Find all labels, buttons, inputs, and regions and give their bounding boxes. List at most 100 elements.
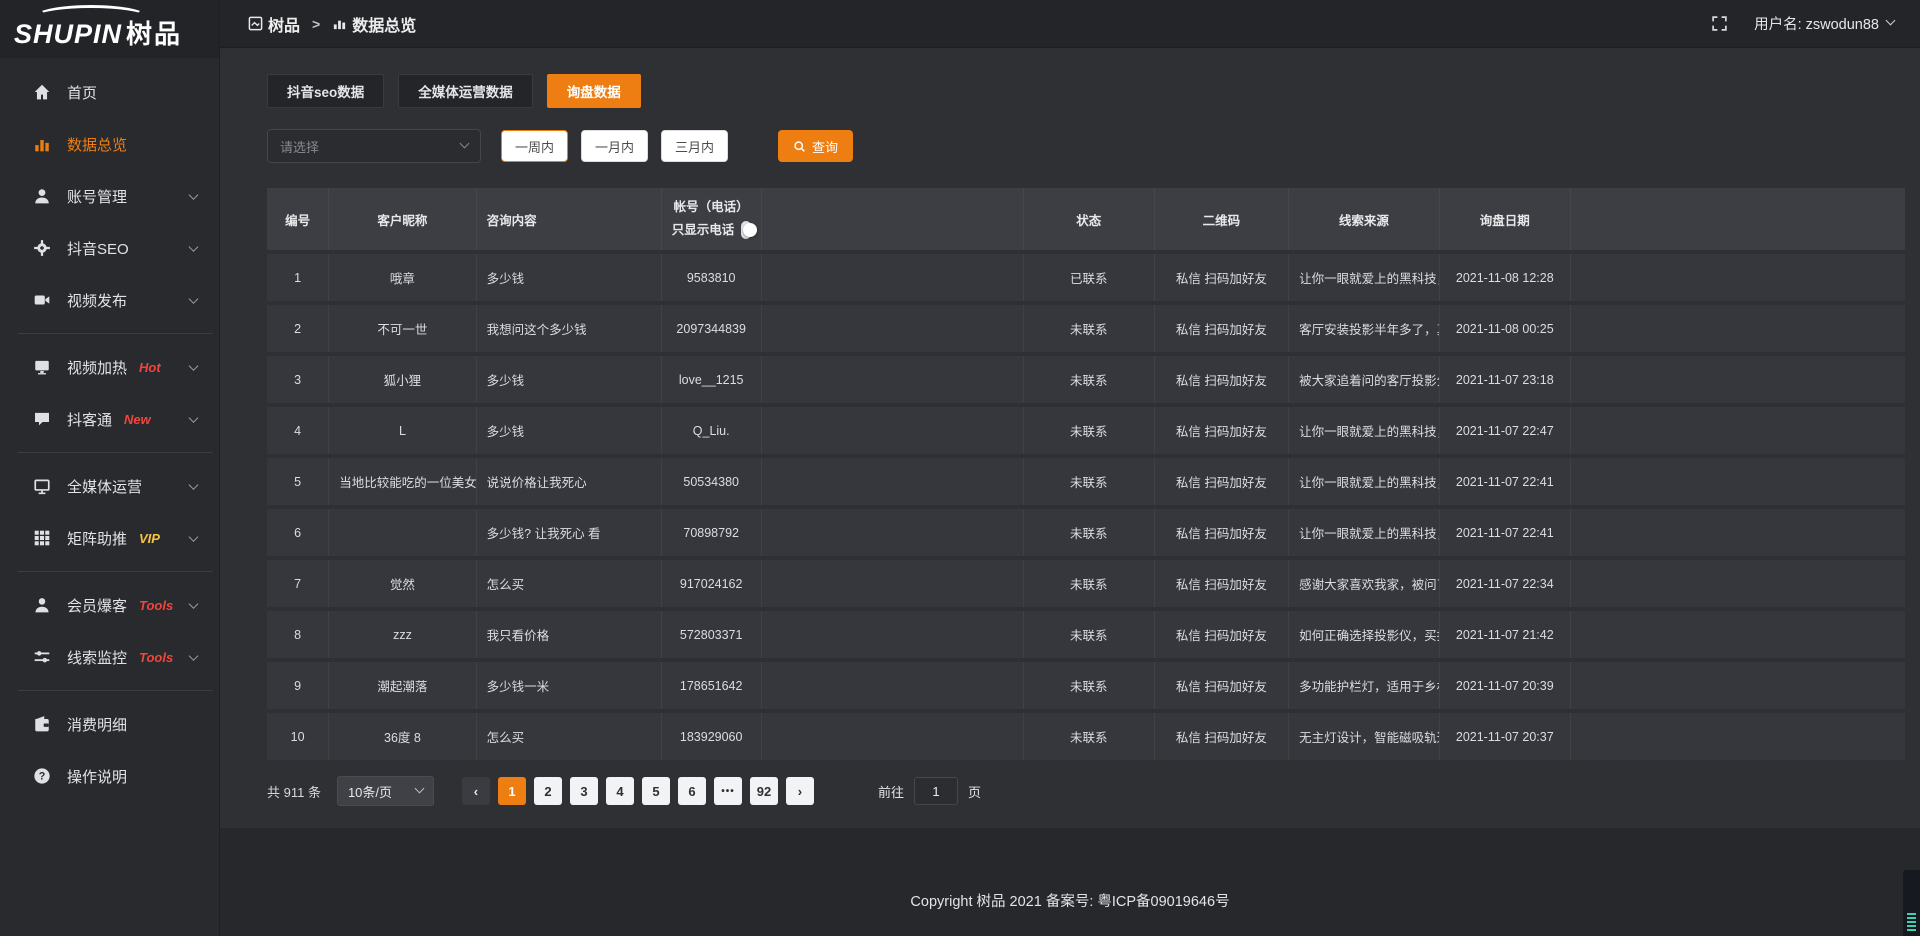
sidebar-item-member[interactable]: 会员爆客 Tools	[0, 579, 219, 631]
breadcrumb-item-current[interactable]: 数据总览	[332, 12, 416, 36]
goto-page-input[interactable]	[913, 777, 958, 805]
cell-account: 572803371	[661, 611, 762, 658]
page-button-2[interactable]: 2	[533, 777, 562, 805]
cell-spacer	[761, 254, 1024, 301]
qrcode-friend-links[interactable]: 私信 扫码加好友	[1154, 407, 1290, 454]
source-link[interactable]: 让你一眼就爱上的黑科技，能...	[1289, 254, 1440, 301]
cell-content: 说说价格让我死心	[476, 458, 662, 505]
col-spacer-end	[1570, 188, 1905, 250]
sidebar-item-chat[interactable]: 抖客通 New	[0, 393, 219, 445]
sidebar-item-chart[interactable]: 数据总览	[0, 118, 219, 170]
account-select[interactable]: 请选择	[267, 129, 481, 163]
cell-date: 2021-11-07 22:34	[1439, 560, 1571, 607]
range-quarter-button[interactable]: 三月内	[661, 130, 729, 162]
cell-content: 我想问这个多少钱	[476, 305, 662, 352]
chevron-down-icon	[188, 242, 199, 252]
qrcode-friend-links[interactable]: 私信 扫码加好友	[1154, 611, 1290, 658]
source-link[interactable]: 感谢大家喜欢我家，被问了好...	[1289, 560, 1440, 607]
cell-date: 2021-11-07 22:47	[1439, 407, 1571, 454]
cell-date: 2021-11-08 00:25	[1439, 305, 1571, 352]
source-link[interactable]: 让你一眼就爱上的黑科技，能...	[1289, 509, 1440, 556]
sliders-icon	[33, 648, 51, 666]
page-button-92[interactable]: 92	[749, 777, 778, 805]
qrcode-friend-links[interactable]: 私信 扫码加好友	[1154, 560, 1290, 607]
sidebar-badge: New	[124, 411, 151, 427]
sidebar-item-label: 操作说明	[67, 768, 128, 786]
qrcode-friend-links[interactable]: 私信 扫码加好友	[1154, 254, 1290, 301]
sidebar-item-sliders[interactable]: 线索监控 Tools	[0, 631, 219, 683]
phone-only-toggle[interactable]	[741, 220, 758, 239]
sidebar-item-screen[interactable]: 全媒体运营	[0, 460, 219, 512]
source-link[interactable]: 如何正确选择投影仪，买投影...	[1289, 611, 1440, 658]
table-row: 8 zzz 我只看价格 572803371 未联系 私信 扫码加好友 如何正确选择投影仪，买…	[267, 611, 1905, 658]
cell-spacer-end	[1570, 407, 1905, 454]
cell-no: 8	[267, 611, 330, 658]
cell-content: 多少钱? 让我死心 看	[476, 509, 662, 556]
cell-account: 70898792	[661, 509, 762, 556]
sidebar-item-help[interactable]: ? 操作说明	[0, 750, 219, 802]
range-week-button[interactable]: 一周内	[501, 130, 569, 162]
next-page-button[interactable]: ›	[785, 777, 814, 805]
page-button-4[interactable]: 4	[605, 777, 634, 805]
search-icon	[794, 140, 805, 152]
source-link[interactable]: 多功能护栏灯，适用于乡村文...	[1289, 662, 1440, 709]
sidebar-item-label: 消费明细	[67, 716, 128, 734]
prev-page-button[interactable]: ‹	[461, 777, 490, 805]
logo-secondary: 树品	[126, 19, 183, 49]
cell-no: 7	[267, 560, 330, 607]
page-ellipsis-button[interactable]: •••	[713, 777, 742, 805]
tab-inquiry-data[interactable]: 询盘数据	[546, 74, 641, 108]
cell-nickname: 36度 8	[329, 713, 477, 760]
source-link[interactable]: 客厅安装投影半年多了，真实...	[1289, 305, 1440, 352]
user-menu[interactable]: 用户名: zswodun88	[1754, 13, 1896, 34]
source-link[interactable]: 被大家追着问的客厅投影分享...	[1289, 356, 1440, 403]
sidebar-item-home[interactable]: 首页	[0, 66, 219, 118]
cell-no: 6	[267, 509, 330, 556]
sidebar-item-wallet[interactable]: 消费明细	[0, 698, 219, 750]
sidebar-item-label: 矩阵助推	[67, 530, 128, 548]
sidebar-item-user[interactable]: 账号管理	[0, 170, 219, 222]
sidebar-item-grid[interactable]: 矩阵助推 VIP	[0, 512, 219, 564]
source-link[interactable]: 让你一眼就爱上的黑科技，能...	[1289, 407, 1440, 454]
qrcode-friend-links[interactable]: 私信 扫码加好友	[1154, 662, 1290, 709]
sidebar-item-label: 数据总览	[67, 136, 128, 154]
fullscreen-icon[interactable]	[1711, 15, 1728, 32]
sidebar-item-label: 首页	[67, 84, 98, 102]
qrcode-friend-links[interactable]: 私信 扫码加好友	[1154, 305, 1290, 352]
cell-status: 未联系	[1023, 611, 1155, 658]
qrcode-friend-links[interactable]: 私信 扫码加好友	[1154, 509, 1290, 556]
cell-account: 2097344839	[661, 305, 762, 352]
source-link[interactable]: 让你一眼就爱上的黑科技，能...	[1289, 458, 1440, 505]
range-month-button[interactable]: 一月内	[581, 130, 649, 162]
qrcode-friend-links[interactable]: 私信 扫码加好友	[1154, 356, 1290, 403]
qrcode-friend-links[interactable]: 私信 扫码加好友	[1154, 458, 1290, 505]
page-button-5[interactable]: 5	[641, 777, 670, 805]
tab-douyin-seo-data[interactable]: 抖音seo数据	[267, 74, 385, 108]
col-nickname: 客户昵称	[329, 188, 477, 250]
search-button[interactable]: 查询	[778, 130, 854, 162]
cell-nickname: 不可一世	[329, 305, 477, 352]
page-button-1[interactable]: 1	[497, 777, 526, 805]
col-spacer	[761, 188, 1024, 250]
page-button-3[interactable]: 3	[569, 777, 598, 805]
page-button-6[interactable]: 6	[677, 777, 706, 805]
bar-chart-icon	[332, 16, 347, 31]
sidebar-item-video[interactable]: 视频发布	[0, 274, 219, 326]
cell-status: 未联系	[1023, 713, 1155, 760]
page-size-select[interactable]: 10条/页	[336, 776, 434, 806]
sidebar-item-gear[interactable]: 抖音SEO	[0, 222, 219, 274]
source-link[interactable]: 无主灯设计，智能磁吸轨道灯...	[1289, 713, 1440, 760]
cell-spacer-end	[1570, 560, 1905, 607]
chevron-down-icon	[188, 532, 199, 542]
chart-icon	[33, 135, 51, 153]
qrcode-friend-links[interactable]: 私信 扫码加好友	[1154, 713, 1290, 760]
cell-status: 未联系	[1023, 458, 1155, 505]
tab-omnimedia-data[interactable]: 全媒体运营数据	[398, 74, 533, 108]
sidebar-item-monitor[interactable]: 视频加热 Hot	[0, 341, 219, 393]
devtools-widget[interactable]	[1903, 870, 1920, 936]
breadcrumb-item-home[interactable]: 树品	[248, 12, 300, 36]
cell-date: 2021-11-07 20:37	[1439, 713, 1571, 760]
sidebar-divider	[18, 690, 213, 691]
